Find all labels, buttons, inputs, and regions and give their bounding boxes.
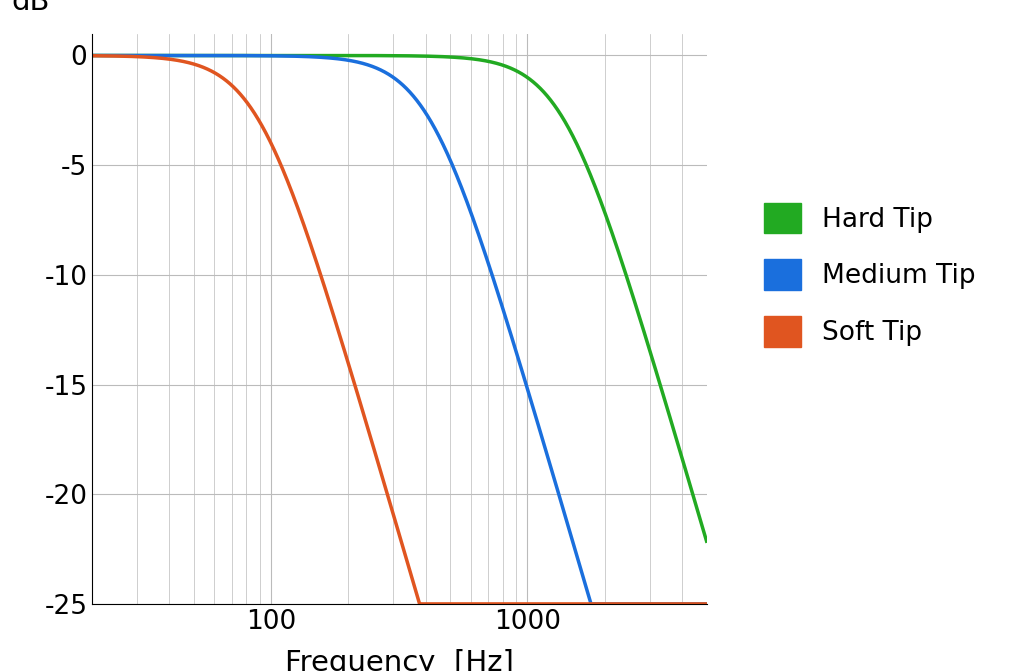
- Legend: Hard Tip, Medium Tip, Soft Tip: Hard Tip, Medium Tip, Soft Tip: [751, 189, 988, 360]
- Y-axis label: dB: dB: [11, 0, 50, 17]
- X-axis label: Frequency  [Hz]: Frequency [Hz]: [285, 649, 514, 671]
